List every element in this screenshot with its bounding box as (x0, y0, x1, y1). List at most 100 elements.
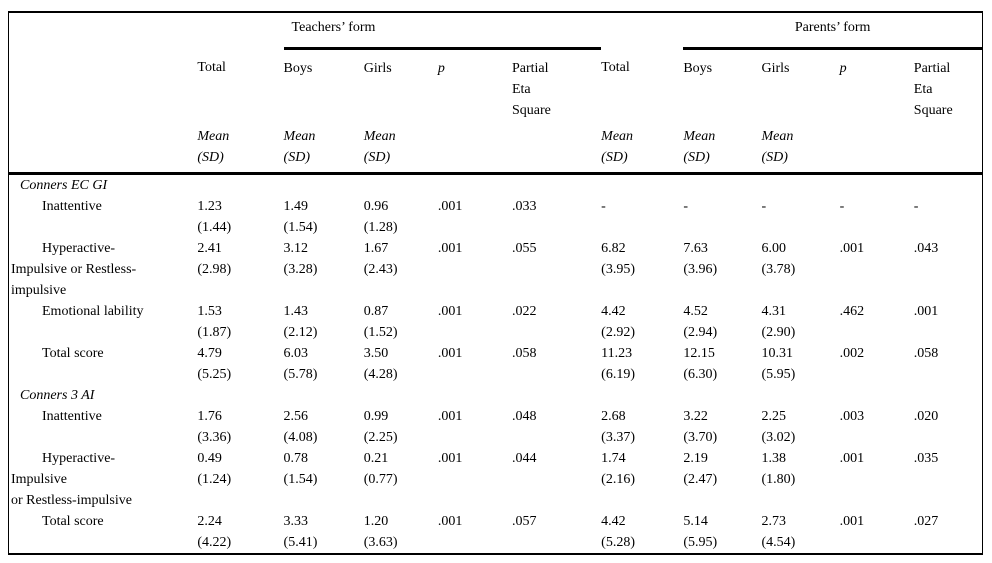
value-cell: 2.68 (3.37) (601, 406, 683, 448)
table-row: Emotional lability 1.53 (1.87) 1.43 (2.12) 0.… (9, 301, 982, 343)
value-cell: 4.79 (5.25) (197, 343, 283, 385)
mean-value: 1.20 (363, 514, 389, 529)
mean-value: 0.87 (363, 304, 389, 319)
table-row: Hyperactive- Impulsive or Restless-impulsi… (9, 448, 982, 511)
value-cell: .043 (914, 238, 982, 301)
mean-value: .001 (437, 346, 463, 361)
row-label-line: impulsive (11, 283, 67, 298)
value-cell: 1.67 (2.43) (364, 238, 438, 301)
value-cell: .048 (512, 406, 601, 448)
mean-value: .001 (437, 514, 463, 529)
col-header-p-teachers: p (437, 61, 445, 76)
table-row: Total score 2.24 (4.22) 3.33 (5.41) 1.20 (3.63… (9, 511, 982, 553)
mean-value: 11.23 (601, 346, 633, 361)
value-cell: .055 (512, 238, 601, 301)
table-row: Total score 4.79 (5.25) 6.03 (5.78) 3.50 (4.28… (9, 343, 982, 385)
mean-value: 1.67 (363, 241, 389, 256)
sd-value: (0.77) (363, 472, 398, 487)
mean-value: .044 (511, 451, 537, 466)
row-label-line: Inattentive (42, 199, 102, 214)
row-label: Total score (9, 511, 197, 553)
value-cell: .001 (438, 343, 512, 385)
mean-value: 5.14 (683, 514, 708, 529)
mean-value: .033 (511, 199, 537, 214)
value-cell: .020 (914, 406, 982, 448)
value-cell: 1.49 (1.54) (284, 196, 364, 238)
subheader-empty (511, 126, 602, 175)
value-cell: 0.21 (0.77) (364, 448, 438, 511)
mean-value: 1.74 (601, 451, 626, 466)
mean-value: 10.31 (761, 346, 793, 361)
value-cell: 1.38 (1.80) (761, 448, 839, 511)
mean-value: .001 (839, 451, 865, 466)
sd-value: (3.28) (283, 262, 318, 277)
value-cell: 0.99 (2.25) (364, 406, 438, 448)
mean-value: 0.99 (363, 409, 389, 424)
col-header-total-parents: Total (601, 59, 630, 75)
teachers-form-label: Teachers’ form (291, 20, 376, 35)
mean-value: .001 (437, 451, 463, 466)
sd-value: (5.95) (761, 367, 796, 382)
sd-value: (2.12) (283, 325, 318, 340)
mean-value: 0.21 (363, 451, 389, 466)
mean-value: 6.03 (283, 346, 309, 361)
value-cell: .001 (438, 301, 512, 343)
mean-value: .001 (437, 199, 463, 214)
mean-value: - (761, 199, 767, 214)
group-header-row: Teachers’ form Parents’ form (9, 13, 982, 50)
mean-value: .058 (511, 346, 537, 361)
row-label: Inattentive (9, 406, 197, 448)
sd-value: (2.92) (601, 325, 635, 340)
row-label-line: Hyperactive- (42, 241, 116, 256)
sd-value: (3.36) (197, 430, 232, 445)
mean-value: 4.52 (683, 304, 708, 319)
sd-value: (2.47) (683, 472, 718, 487)
value-cell: .057 (512, 511, 601, 553)
value-cell: .001 (438, 238, 512, 301)
value-cell: 3.33 (5.41) (284, 511, 364, 553)
row-label-line: or Restless-impulsive (11, 493, 132, 508)
mean-value: 1.53 (197, 304, 222, 319)
sd-value: (1.54) (283, 220, 318, 235)
sd-value: (1.44) (197, 220, 232, 235)
sd-value: (2.25) (363, 430, 398, 445)
sd-value: (2.98) (197, 262, 232, 277)
mean-value: 2.41 (197, 241, 222, 256)
parents-form-group-header: Parents’ form (683, 13, 982, 50)
section-row: Conners 3 AI (9, 385, 982, 406)
value-cell: .058 (914, 343, 982, 385)
value-cell: 3.50 (4.28) (364, 343, 438, 385)
subheader-empty (437, 126, 512, 175)
mean-value: .001 (437, 409, 463, 424)
mean-value: .043 (913, 241, 939, 256)
mean-value: 0.49 (197, 451, 222, 466)
table-row: Inattentive 1.23 (1.44) 1.49 (1.54) 0.96 (1.28… (9, 196, 982, 238)
sd-value: (1.24) (197, 472, 232, 487)
mean-value: .058 (913, 346, 939, 361)
value-cell: .027 (914, 511, 982, 553)
value-cell: 1.74 (2.16) (601, 448, 683, 511)
value-cell: - (683, 196, 761, 238)
value-cell: 4.31 (2.90) (761, 301, 839, 343)
value-cell: 2.24 (4.22) (197, 511, 283, 553)
mean-value: - (913, 199, 919, 214)
table-row: Hyperactive- Impulsive or Restless-impuls… (9, 238, 982, 301)
mean-value: .027 (913, 514, 939, 529)
sd-value: (3.63) (363, 535, 398, 550)
mean-value: 1.76 (197, 409, 222, 424)
value-cell: .001 (438, 511, 512, 553)
mean-value: .020 (913, 409, 939, 424)
mean-value: .003 (839, 409, 865, 424)
value-cell: .044 (512, 448, 601, 511)
value-cell: .001 (438, 448, 512, 511)
value-cell: 1.20 (3.63) (364, 511, 438, 553)
row-label-line: Impulsive (11, 472, 67, 487)
subheader-empty (913, 126, 982, 175)
mean-value: .055 (511, 241, 537, 256)
value-cell: - (601, 196, 683, 238)
sd-value: (2.90) (761, 325, 796, 340)
mean-value: 2.56 (283, 409, 309, 424)
mean-value: 0.96 (363, 199, 389, 214)
mean-value: 3.33 (283, 514, 309, 529)
col-header-total-teachers: Total (197, 59, 226, 75)
